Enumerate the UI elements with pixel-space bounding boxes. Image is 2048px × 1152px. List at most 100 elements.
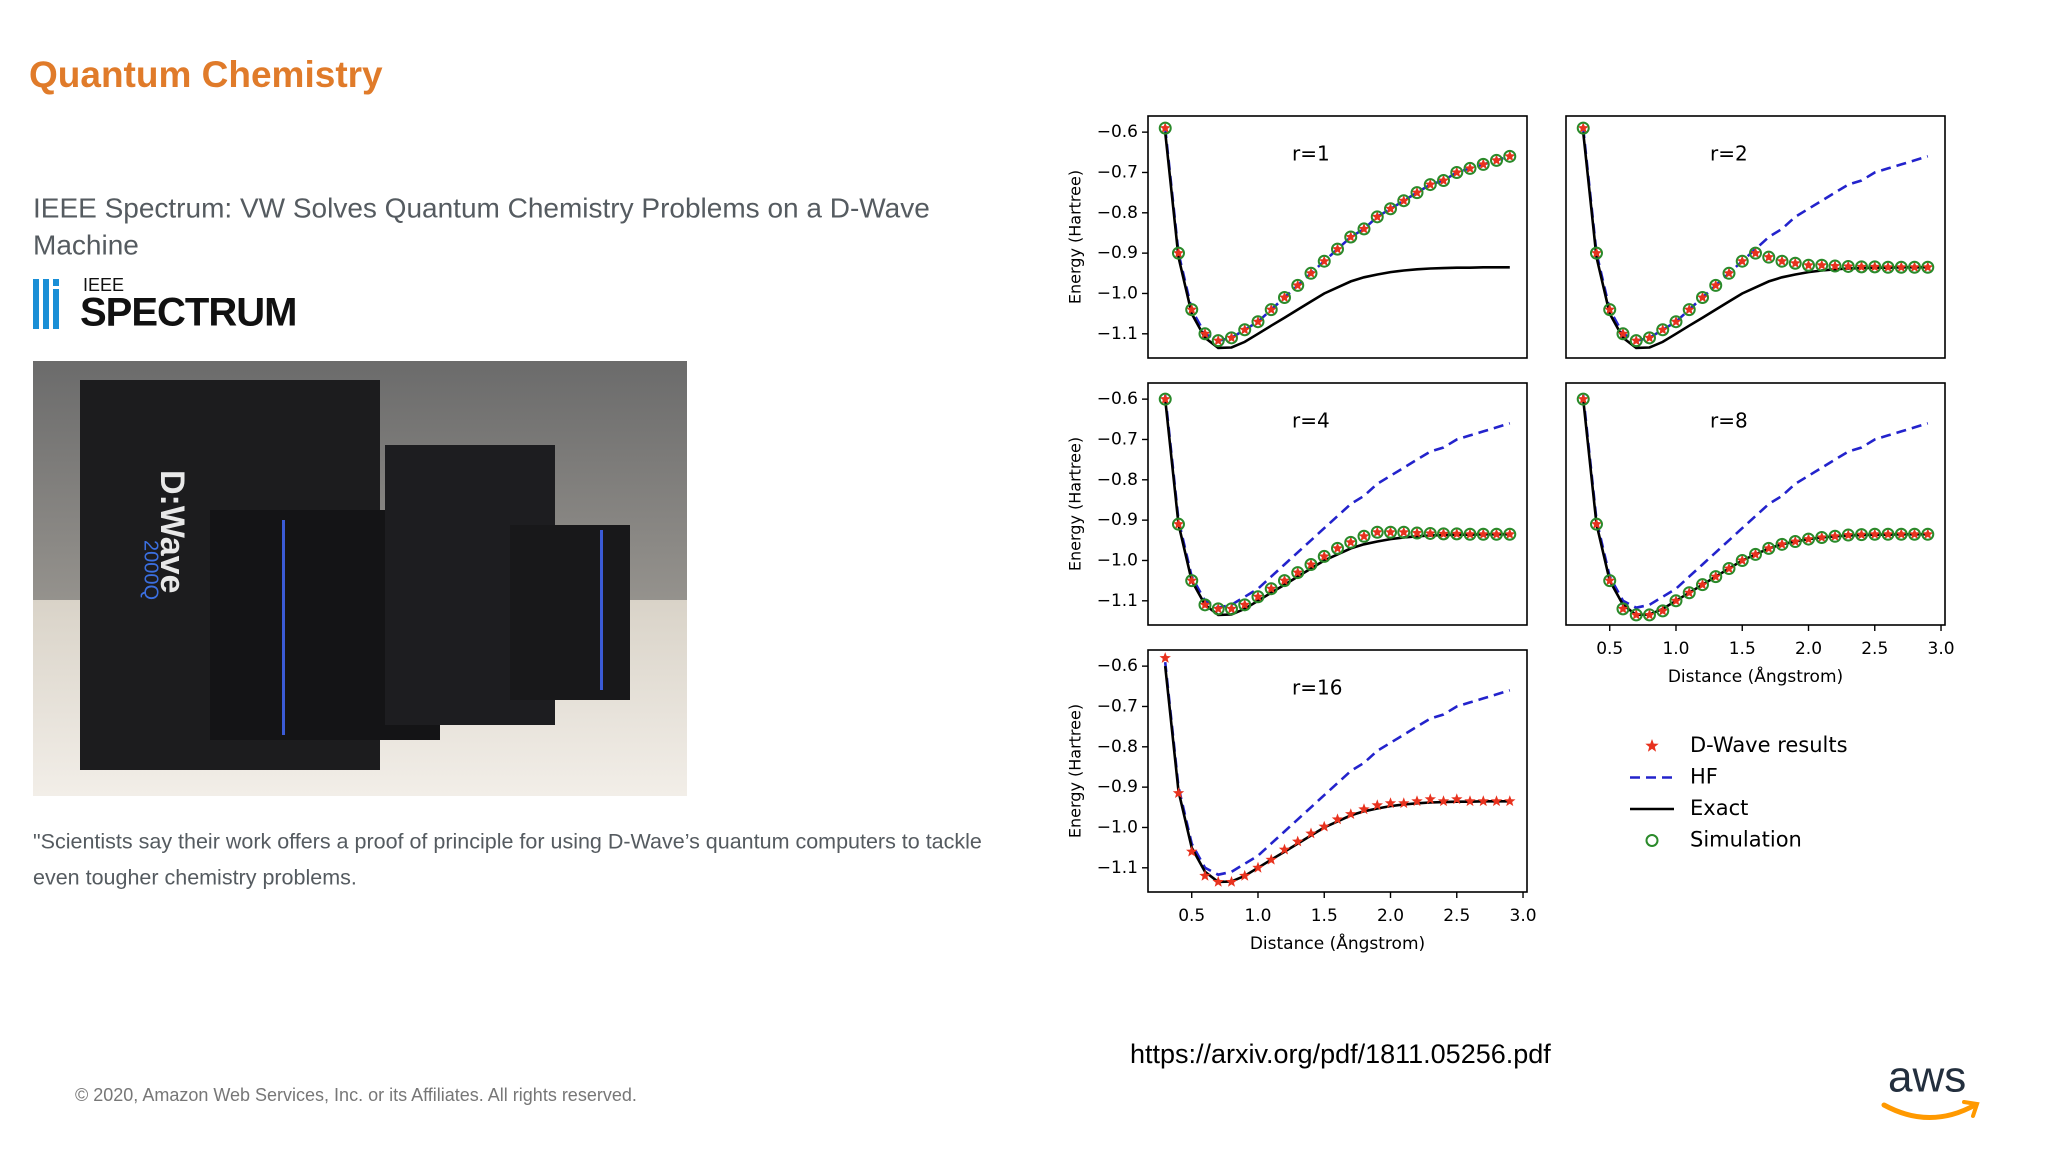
star-marker: [1604, 574, 1616, 586]
star-marker: [1504, 150, 1516, 162]
star-marker: [1802, 533, 1815, 544]
star-marker: [1869, 260, 1881, 272]
star-marker: [1186, 845, 1198, 857]
circle-marker: [1722, 562, 1736, 576]
circle-marker: [1722, 266, 1736, 280]
star-marker: [1617, 327, 1629, 339]
y-tick-label: −0.9: [1097, 777, 1138, 797]
star-marker: [1331, 542, 1344, 554]
circle-marker: [1695, 291, 1709, 304]
star-marker: [1749, 548, 1762, 560]
circle-marker: [1370, 210, 1384, 224]
circle-marker: [1211, 602, 1225, 616]
star-marker: [1829, 530, 1841, 542]
photo: D:Wave 2000Q: [33, 361, 687, 796]
circle-marker: [1463, 161, 1477, 175]
panel-title: r=2: [1710, 142, 1748, 166]
url: https://arxiv.org/pdf/1811.05256.pdf: [1130, 1039, 1551, 1069]
circle-marker: [1357, 222, 1371, 236]
circle-marker: [1775, 254, 1789, 268]
x-tick-label: 1.0: [1244, 906, 1271, 926]
star-marker: [1882, 528, 1894, 540]
star-marker: [1159, 122, 1171, 133]
circle-marker: [1264, 582, 1278, 596]
star-marker: [1371, 210, 1383, 222]
x-tick-label: 3.0: [1928, 639, 1955, 659]
star-marker: [1345, 231, 1357, 242]
panel-title: r=1: [1292, 142, 1330, 166]
star-marker: [1630, 334, 1642, 346]
star-marker: [1477, 795, 1489, 807]
star-marker: [1670, 594, 1682, 606]
circle-marker: [1476, 527, 1490, 541]
y-tick-label: −0.6: [1097, 122, 1138, 142]
star-marker: [1278, 291, 1291, 303]
x-tick-label: 1.5: [1729, 639, 1756, 659]
circle-marker: [1881, 260, 1895, 274]
circle-marker: [1344, 230, 1358, 244]
brand: aws: [1888, 1053, 1966, 1102]
x-axis-label: Distance (Ångstrom): [1668, 665, 1843, 687]
y-tick-label: −0.9: [1097, 510, 1138, 530]
star-marker: [1908, 261, 1921, 273]
star-marker: [1749, 247, 1762, 258]
star-marker: [1384, 797, 1397, 809]
star-marker: [1186, 303, 1198, 315]
star-marker: [1617, 602, 1629, 614]
star-marker: [1199, 327, 1211, 339]
star-marker: [1683, 586, 1695, 598]
star-marker: [1630, 608, 1642, 620]
star-marker: [1895, 528, 1907, 540]
star-marker: [1802, 259, 1815, 271]
circle-marker: [1304, 558, 1318, 571]
circle-marker: [1616, 327, 1630, 341]
star-marker: [1239, 869, 1251, 881]
star-marker: [1318, 255, 1330, 267]
star-marker: [1710, 570, 1722, 582]
circle-marker: [1642, 331, 1656, 345]
star-marker: [1657, 604, 1669, 616]
star-marker: [1908, 528, 1921, 540]
star-marker: [1723, 562, 1735, 574]
ieee-logo: IEEE SPECTRUM: [33, 275, 297, 335]
star-marker: [1477, 528, 1489, 540]
circle-marker: [1503, 149, 1517, 163]
star-marker: [1239, 598, 1251, 610]
star-marker: [1424, 793, 1436, 805]
y-tick-label: −0.8: [1097, 737, 1138, 757]
star-marker: [1696, 578, 1709, 590]
star-marker: [1159, 652, 1171, 663]
subplot: r=4 −0.6 −0.7 −0.8 −0.9 −1.0 −1.1 Energy (Hartr…: [1066, 382, 1528, 626]
star-marker: [1490, 795, 1503, 807]
x-tick-label: 0.5: [1596, 639, 1623, 659]
star-marker: [1331, 813, 1344, 825]
x-tick-label: 2.0: [1377, 906, 1404, 926]
x-tick-label: 2.0: [1795, 639, 1822, 659]
circle-marker: [1264, 303, 1278, 317]
circle-marker: [1802, 258, 1816, 272]
headline: IEEE Spectrum: VW Solves Quantum Chemist…: [33, 192, 930, 223]
circle-marker: [1331, 541, 1344, 555]
circle-marker: [1198, 598, 1212, 612]
series-line: [1163, 661, 1511, 877]
y-tick-label: −1.1: [1097, 858, 1138, 878]
circle-marker: [1749, 246, 1762, 260]
circle-marker: [1410, 526, 1424, 540]
circle-marker: [1735, 254, 1749, 268]
circle-marker: [1397, 525, 1411, 539]
y-tick-label: −0.8: [1097, 470, 1138, 490]
y-tick-label: −0.7: [1097, 696, 1138, 716]
circle-marker: [1317, 549, 1331, 563]
star-marker: [1763, 542, 1775, 554]
y-tick-label: −0.9: [1097, 243, 1138, 263]
x-tick-label: 1.5: [1311, 906, 1338, 926]
star-marker: [1411, 186, 1423, 198]
y-tick-label: −1.1: [1097, 591, 1138, 611]
circle-marker: [1384, 202, 1398, 216]
axes-frame: [1147, 115, 1528, 359]
y-tick-label: −0.7: [1097, 162, 1138, 182]
circle-marker: [1304, 266, 1318, 280]
circle-marker: [1503, 527, 1517, 541]
star-marker: [1696, 291, 1709, 303]
headline: Machine: [33, 229, 139, 260]
